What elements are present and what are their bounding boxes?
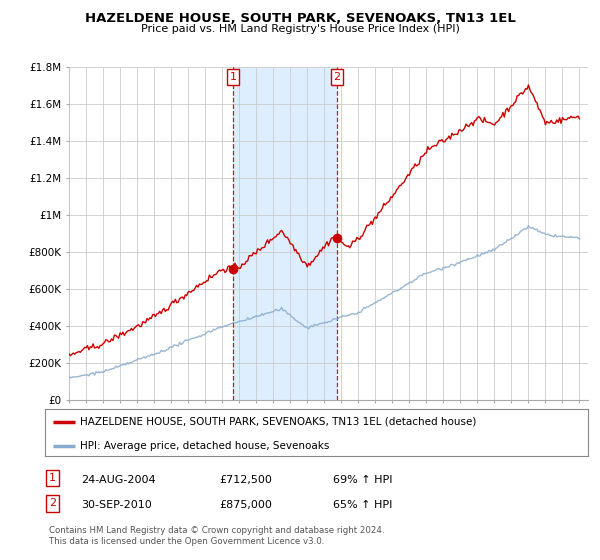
Text: 1: 1 <box>49 473 56 483</box>
Text: 30-SEP-2010: 30-SEP-2010 <box>81 500 152 510</box>
Text: HAZELDENE HOUSE, SOUTH PARK, SEVENOAKS, TN13 1EL (detached house): HAZELDENE HOUSE, SOUTH PARK, SEVENOAKS, … <box>80 417 476 427</box>
Text: 69% ↑ HPI: 69% ↑ HPI <box>333 475 392 485</box>
Text: 2: 2 <box>334 72 341 82</box>
Text: Contains HM Land Registry data © Crown copyright and database right 2024.
This d: Contains HM Land Registry data © Crown c… <box>49 526 385 546</box>
Text: 24-AUG-2004: 24-AUG-2004 <box>81 475 155 485</box>
Text: £875,000: £875,000 <box>219 500 272 510</box>
Text: £712,500: £712,500 <box>219 475 272 485</box>
Text: HPI: Average price, detached house, Sevenoaks: HPI: Average price, detached house, Seve… <box>80 441 329 451</box>
Text: 1: 1 <box>230 72 237 82</box>
Text: 65% ↑ HPI: 65% ↑ HPI <box>333 500 392 510</box>
Text: 2: 2 <box>49 498 56 508</box>
Bar <box>233 67 337 400</box>
Text: Price paid vs. HM Land Registry's House Price Index (HPI): Price paid vs. HM Land Registry's House … <box>140 24 460 34</box>
Text: HAZELDENE HOUSE, SOUTH PARK, SEVENOAKS, TN13 1EL: HAZELDENE HOUSE, SOUTH PARK, SEVENOAKS, … <box>85 12 515 25</box>
